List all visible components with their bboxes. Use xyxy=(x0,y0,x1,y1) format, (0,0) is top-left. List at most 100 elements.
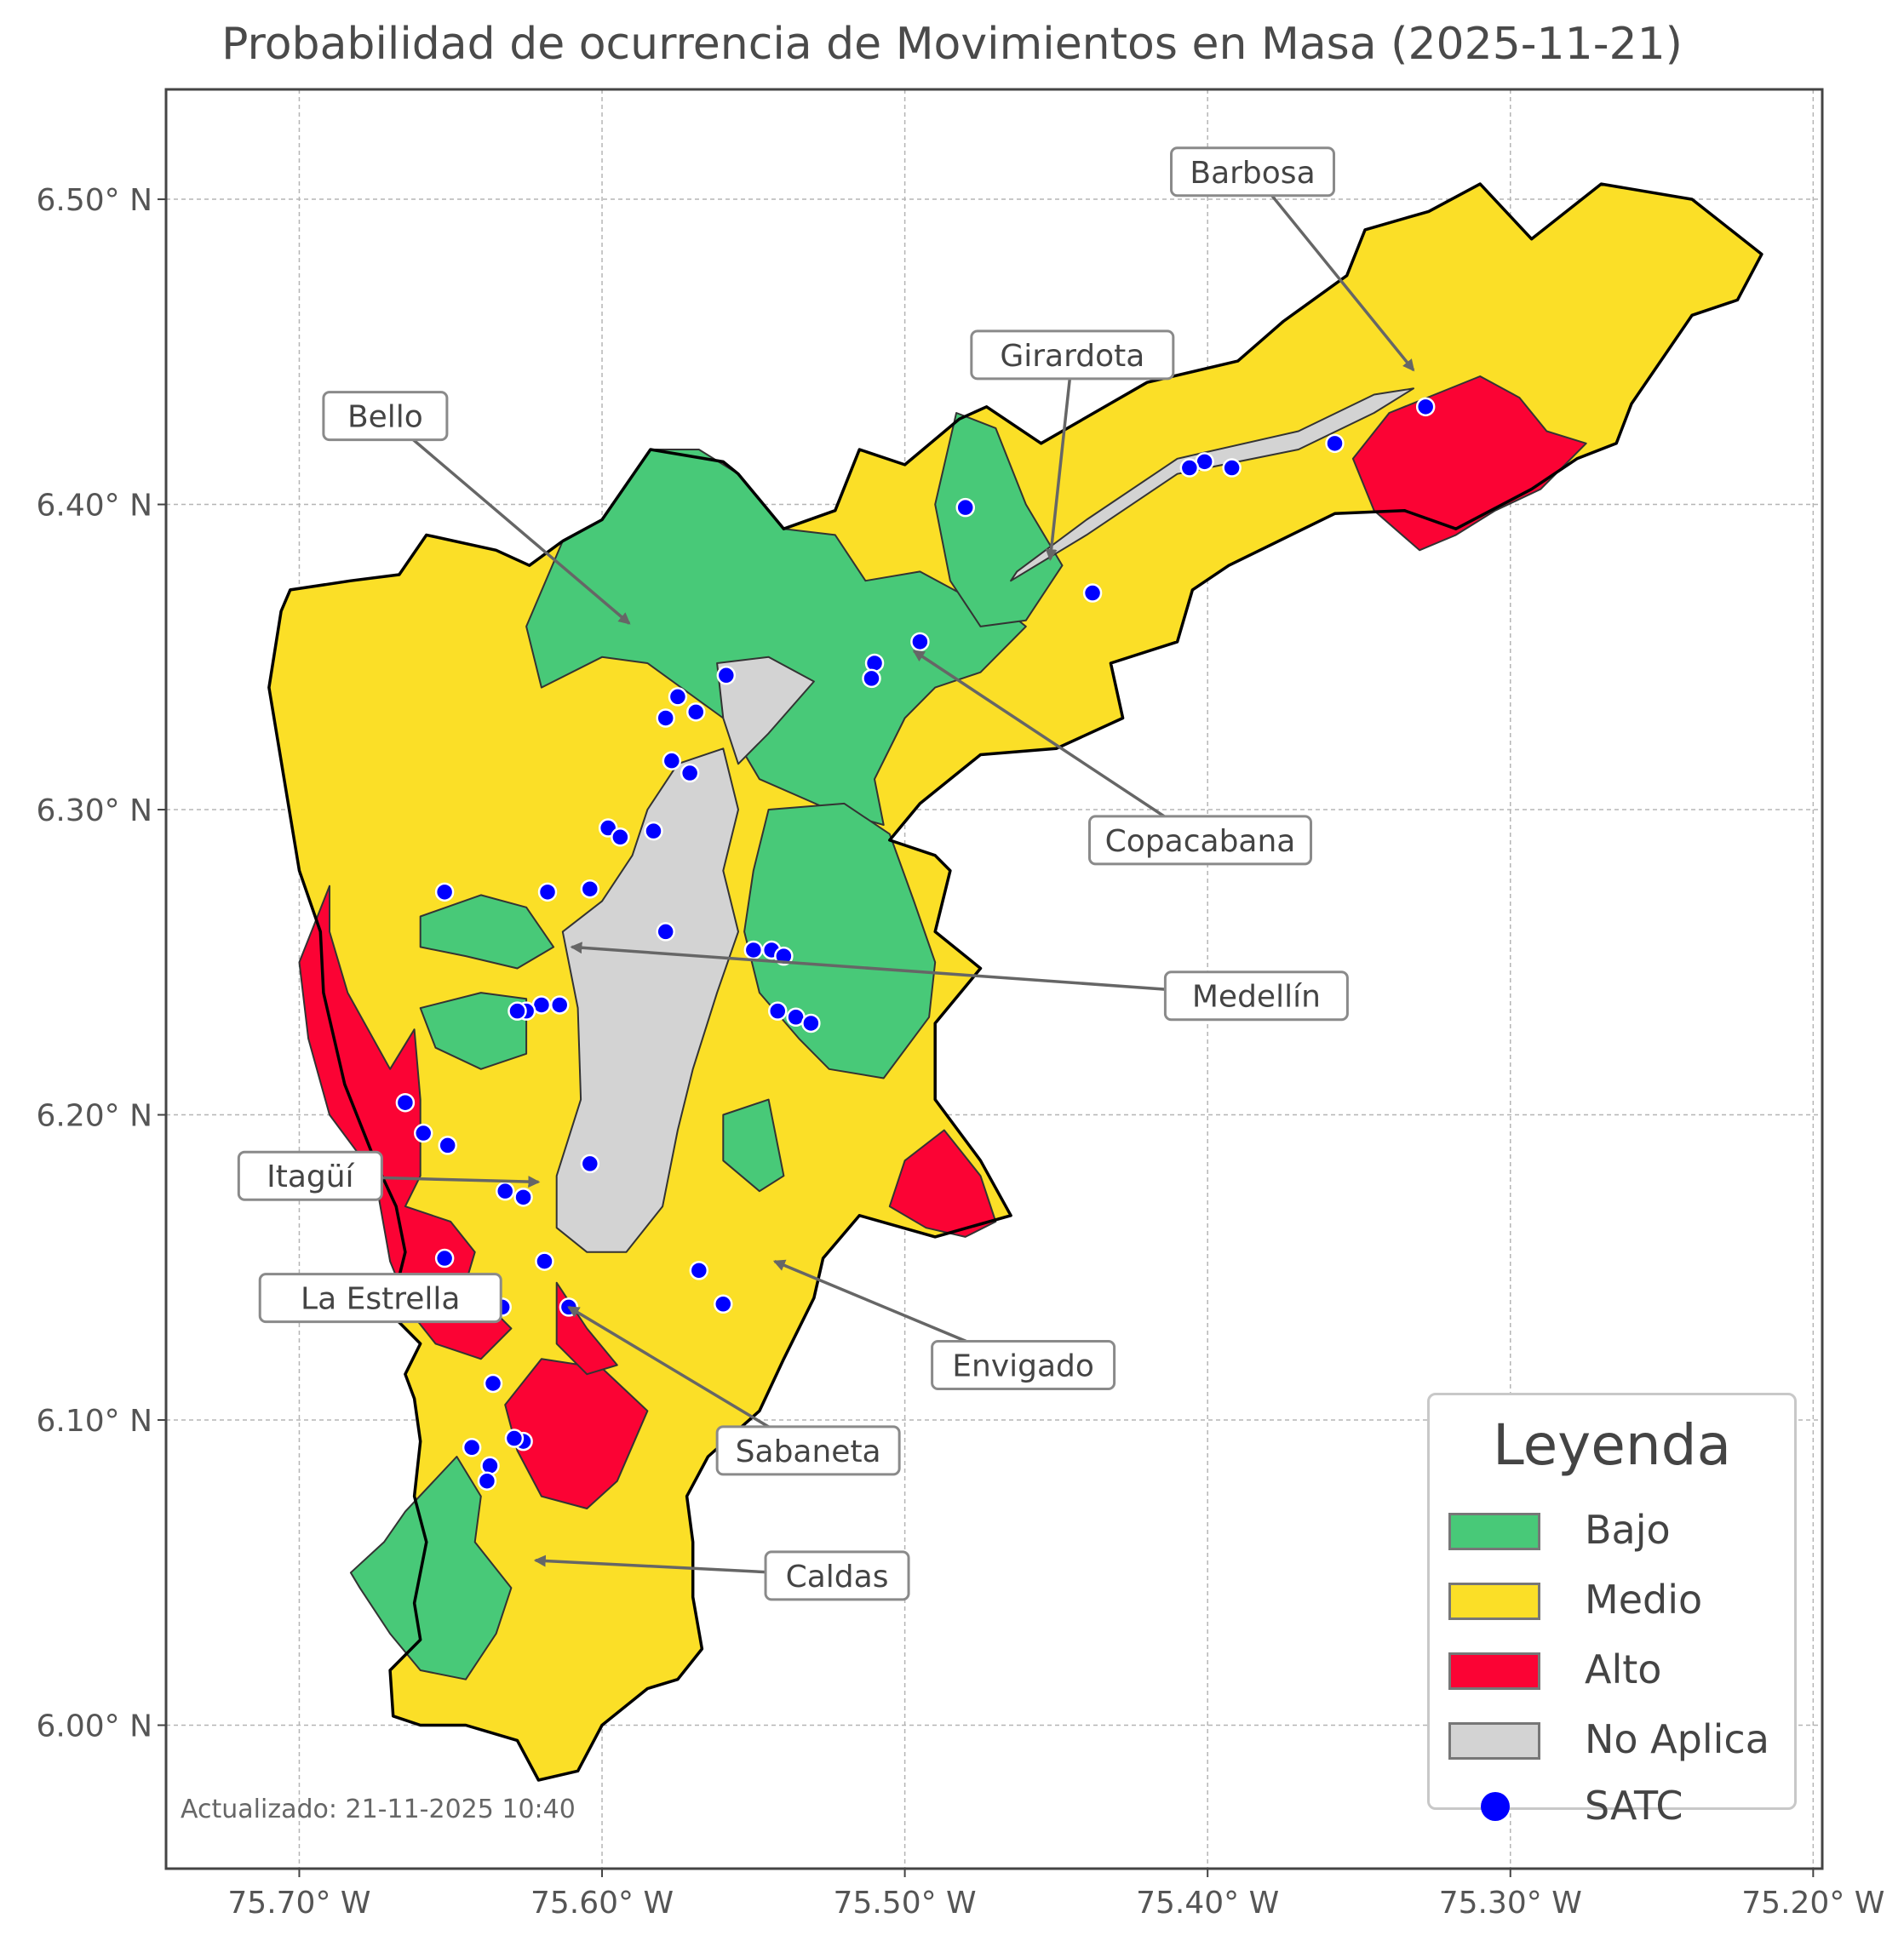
satc-station-marker xyxy=(716,666,737,685)
callout-arrow xyxy=(570,942,1257,998)
satc-station-marker xyxy=(495,1181,515,1201)
tick-label-x: 75.50° W xyxy=(834,1886,977,1921)
tick-label-x: 75.40° W xyxy=(1136,1886,1279,1921)
tick-label-y: 6.10° N xyxy=(36,1404,152,1439)
municipality-label: Copacabana xyxy=(1105,824,1296,859)
region-bajo-southwest xyxy=(419,992,528,1070)
legend-item-bajo: Bajo xyxy=(1448,1504,1781,1555)
satc-station-marker xyxy=(395,1092,416,1113)
satc-station-marker xyxy=(910,632,930,652)
callout-box xyxy=(258,1273,502,1324)
legend-item-no-aplica: No Aplica xyxy=(1448,1714,1781,1765)
satc-station-marker xyxy=(477,1471,497,1491)
callout-box xyxy=(970,329,1175,381)
satc-station-marker xyxy=(508,1001,527,1021)
satc-station-marker xyxy=(611,827,630,847)
callout-arrow xyxy=(1045,354,1075,562)
tick-label-y: 6.40° N xyxy=(36,489,152,524)
legend-label-satc: SATC xyxy=(1585,1783,1683,1829)
region-bajo-girardota xyxy=(934,412,1064,627)
callout-box xyxy=(715,1425,901,1476)
satc-station-marker xyxy=(580,879,600,899)
region-no-aplica-center xyxy=(555,747,739,1253)
satc-station-marker xyxy=(686,702,706,722)
legend-label-medio: Medio xyxy=(1585,1577,1703,1623)
region-alto-envigado xyxy=(888,1129,997,1238)
satc-station-marker xyxy=(535,1251,554,1271)
legend-swatch-bajo xyxy=(1448,1513,1540,1550)
municipality-label: Girardota xyxy=(1000,339,1144,374)
satc-station-marker xyxy=(656,708,675,728)
legend-label-alto: Alto xyxy=(1585,1646,1662,1692)
legend-marker-satc xyxy=(1481,1792,1510,1821)
updated-timestamp: Actualizado: 21-11-2025 10:40 xyxy=(181,1795,576,1824)
tick-label-y: 6.30° N xyxy=(36,793,152,828)
legend-item-satc: SATC xyxy=(1448,1748,1781,1829)
legend-label-no-aplica: No Aplica xyxy=(1585,1716,1769,1762)
satc-station-marker xyxy=(644,821,663,841)
callout-box xyxy=(237,1150,383,1201)
municipality-label: Medellín xyxy=(1192,980,1321,1015)
satc-station-marker xyxy=(438,1136,457,1155)
tick-label-x: 75.30° W xyxy=(1439,1886,1582,1921)
municipality-label: Itagüí xyxy=(267,1159,354,1194)
callout-arrow xyxy=(384,415,631,625)
tick-label-y: 6.50° N xyxy=(36,183,152,218)
callout-box xyxy=(931,1339,1116,1390)
legend-item-medio: Medio xyxy=(1448,1574,1781,1625)
axis-ticks: 75.70° W 75.60° W 75.50° W 75.40° W 75.30° W… xyxy=(36,183,1884,1921)
satc-station-marker xyxy=(714,1294,733,1314)
tick-label-x: 75.60° W xyxy=(530,1886,674,1921)
satc-station-marker xyxy=(537,882,558,902)
municipality-label: Caldas xyxy=(786,1560,889,1595)
satc-station-marker xyxy=(483,1373,503,1394)
satc-station-marker xyxy=(504,1429,525,1448)
satc-station-marker xyxy=(413,1123,433,1143)
region-alto-sabaneta xyxy=(504,1358,649,1509)
legend-item-alto: Alto xyxy=(1448,1644,1781,1695)
satc-station-marker xyxy=(668,687,688,707)
satc-station-marker xyxy=(434,882,455,902)
municipality-label: Bello xyxy=(347,400,423,435)
callout-box xyxy=(1170,146,1336,198)
callout-box xyxy=(1088,815,1313,866)
satc-station-marker xyxy=(801,1013,821,1033)
satc-station-marker xyxy=(480,1456,500,1476)
satc-station-marker xyxy=(580,1154,600,1174)
satc-station-marker xyxy=(743,940,764,960)
satc-station-marker xyxy=(1082,583,1103,603)
legend: Leyenda Bajo Medio Alto No Aplica SATC xyxy=(1427,1393,1797,1829)
tick-label-y: 6.00° N xyxy=(36,1709,152,1744)
municipality-callouts: Barbosa Girardota Bello Copacabana Medellín I… xyxy=(237,146,1415,1601)
satc-station-marker xyxy=(768,1001,788,1021)
municipality-label: Sabaneta xyxy=(736,1434,881,1469)
satc-station-marker xyxy=(1179,458,1200,478)
legend-title: Leyenda xyxy=(1492,1412,1732,1478)
satc-station-marker xyxy=(862,668,881,689)
tick-label-x: 75.70° W xyxy=(227,1886,370,1921)
satc-station-marker xyxy=(955,497,975,518)
municipality-label: La Estrella xyxy=(301,1282,460,1317)
tick-label-y: 6.20° N xyxy=(36,1099,152,1134)
satc-station-marker xyxy=(1222,458,1242,478)
legend-label-bajo: Bajo xyxy=(1585,1507,1671,1553)
region-no-aplica-river xyxy=(1010,387,1414,582)
legend-swatch-no-aplica xyxy=(1448,1722,1540,1760)
legend-swatch-alto xyxy=(1448,1652,1540,1690)
region-bajo-west xyxy=(419,894,555,970)
region-outline xyxy=(267,182,1763,1782)
callout-box xyxy=(1163,970,1349,1022)
satc-station-marker xyxy=(656,922,675,942)
satc-station-marker xyxy=(434,1248,455,1268)
satc-station-marker xyxy=(662,751,682,770)
municipality-label: Barbosa xyxy=(1190,156,1315,191)
region-no-aplica-copacabana xyxy=(716,656,815,765)
map-title: Probabilidad de ocurrencia de Movimiento… xyxy=(221,19,1683,70)
tick-label-x: 75.20° W xyxy=(1741,1886,1884,1921)
satc-station-marker xyxy=(513,1188,533,1207)
satc-station-marker xyxy=(864,653,885,673)
callout-box xyxy=(322,391,449,442)
satc-station-marker xyxy=(680,763,700,783)
municipality-label: Envigado xyxy=(952,1348,1094,1383)
